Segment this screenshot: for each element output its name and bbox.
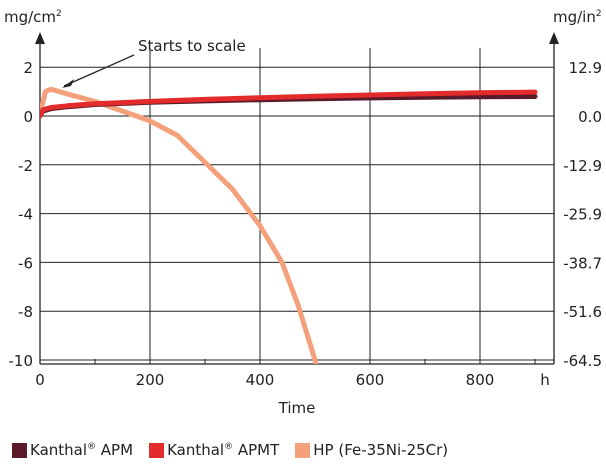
y-tick-label-right: -64.5 [563, 352, 602, 370]
y-tick-label-left: 2 [23, 59, 33, 77]
y-tick-label-left: -6 [18, 254, 33, 272]
series-line-2 [40, 86, 319, 364]
legend-swatch-apm [12, 442, 27, 458]
annotation-label: Starts to scale [138, 37, 246, 55]
y-tick-label-right: -38.7 [563, 254, 602, 272]
y-tick-label-right: -51.6 [563, 303, 602, 321]
y-axis-left-arrow [35, 32, 45, 44]
x-tick-label: 0 [35, 371, 45, 389]
y-tick-label-left: -2 [18, 157, 33, 175]
x-tick-label: 800 [466, 371, 495, 389]
y-tick-label-left: -10 [9, 352, 34, 370]
legend-swatch-hp [295, 442, 311, 458]
y-tick-label-right: -25.9 [563, 206, 602, 224]
y-tick-label-right: 12.9 [569, 59, 602, 77]
tick-labels: 0 200 400 600 800 2 0 -2 -4 -6 -8 -10 12.9 0.0 -12.9 -2… [9, 59, 603, 389]
y-tick-label-left: 0 [23, 108, 33, 126]
y-tick-label-right: 0.0 [578, 108, 602, 126]
legend: Kanthal® APM Kanthal® APMT HP (Fe-35Ni-2… [12, 441, 464, 459]
series-line-1 [40, 89, 538, 119]
x-tick-label: 600 [356, 371, 385, 389]
legend-label-hp: HP (Fe-35Ni-25Cr) [313, 441, 449, 459]
gridlines [40, 48, 554, 364]
chart: 0 200 400 600 800 2 0 -2 -4 -6 -8 -10 12.9 0.0 -12.9 -2… [4, 8, 603, 417]
legend-label-apm: Kanthal® APM [30, 441, 134, 459]
y-tick-label-right: -12.9 [563, 157, 602, 175]
y-axis-left-unit: mg/cm2 [4, 8, 62, 26]
y-tick-label-left: -8 [18, 303, 33, 321]
y-axis-right-arrow [549, 32, 559, 44]
legend-swatch-apmt [149, 442, 165, 458]
legend-item-hp: HP (Fe-35Ni-25Cr) [295, 441, 448, 459]
y-axis-right-unit: mg/in2 [553, 8, 602, 26]
legend-item-apm: Kanthal® APM [12, 441, 133, 459]
x-tick-label: 400 [246, 371, 275, 389]
y-tick-label-left: -4 [18, 206, 33, 224]
axes [35, 32, 559, 365]
legend-label-apmt: Kanthal® APMT [167, 441, 280, 459]
x-axis-title: Time [278, 399, 316, 417]
legend-item-apmt: Kanthal® APMT [149, 441, 279, 459]
annotation-arrow [63, 54, 135, 87]
x-tick-label: 200 [136, 371, 165, 389]
annotation-arrowhead [62, 79, 74, 88]
series-lines [40, 86, 538, 364]
x-axis-unit: h [540, 371, 550, 389]
